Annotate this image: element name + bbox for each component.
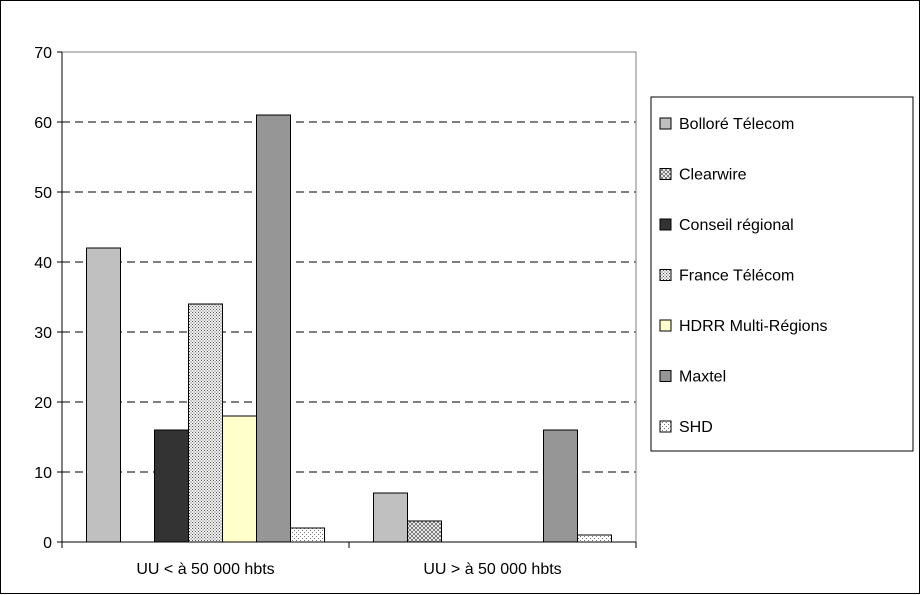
legend-label: Bolloré Télecom bbox=[679, 116, 794, 133]
y-tick-label: 0 bbox=[43, 535, 52, 552]
legend-label: HDRR Multi-Régions bbox=[679, 318, 827, 335]
bar bbox=[543, 429, 578, 543]
y-tick-label: 50 bbox=[34, 185, 52, 202]
legend-label: France Télécom bbox=[679, 268, 794, 285]
x-tick-label: UU > à 50 000 hbts bbox=[423, 561, 561, 578]
legend-swatch bbox=[659, 117, 672, 130]
bar bbox=[86, 247, 121, 543]
legend-label: SHD bbox=[679, 419, 713, 436]
bar bbox=[373, 492, 408, 543]
axis-labels: 0 10 20 30 40 50 60 70 UU < à 50 000 hbts UU > à … bbox=[34, 45, 561, 578]
y-tick-label: 60 bbox=[34, 115, 52, 132]
y-tick-label: 40 bbox=[34, 255, 52, 272]
bar bbox=[407, 520, 442, 543]
legend-swatch bbox=[659, 319, 672, 332]
bar bbox=[222, 415, 257, 543]
legend-label: Conseil régional bbox=[679, 217, 794, 234]
gridlines bbox=[62, 51, 636, 473]
y-tick-label: 20 bbox=[34, 395, 52, 412]
legend-label: Clearwire bbox=[679, 167, 747, 184]
bar bbox=[290, 527, 325, 543]
legend-swatch bbox=[659, 370, 672, 382]
y-tick-label: 70 bbox=[34, 45, 52, 62]
legend-swatch bbox=[659, 420, 672, 433]
y-tick-label: 10 bbox=[34, 465, 52, 482]
bar bbox=[256, 114, 291, 543]
legend: Bolloré Télecom Clearwire Conseil régional… bbox=[650, 96, 914, 452]
y-tick-label: 30 bbox=[34, 325, 52, 342]
bar bbox=[577, 534, 612, 543]
legend-swatch bbox=[659, 218, 672, 231]
legend-swatch bbox=[659, 168, 672, 180]
bar bbox=[188, 303, 223, 543]
x-tick-label: UU < à 50 000 hbts bbox=[136, 561, 274, 578]
legend-label: Maxtel bbox=[679, 369, 726, 386]
legend-swatch bbox=[659, 269, 672, 281]
bars bbox=[86, 114, 612, 543]
bar bbox=[154, 429, 189, 543]
legend-box bbox=[650, 96, 914, 452]
